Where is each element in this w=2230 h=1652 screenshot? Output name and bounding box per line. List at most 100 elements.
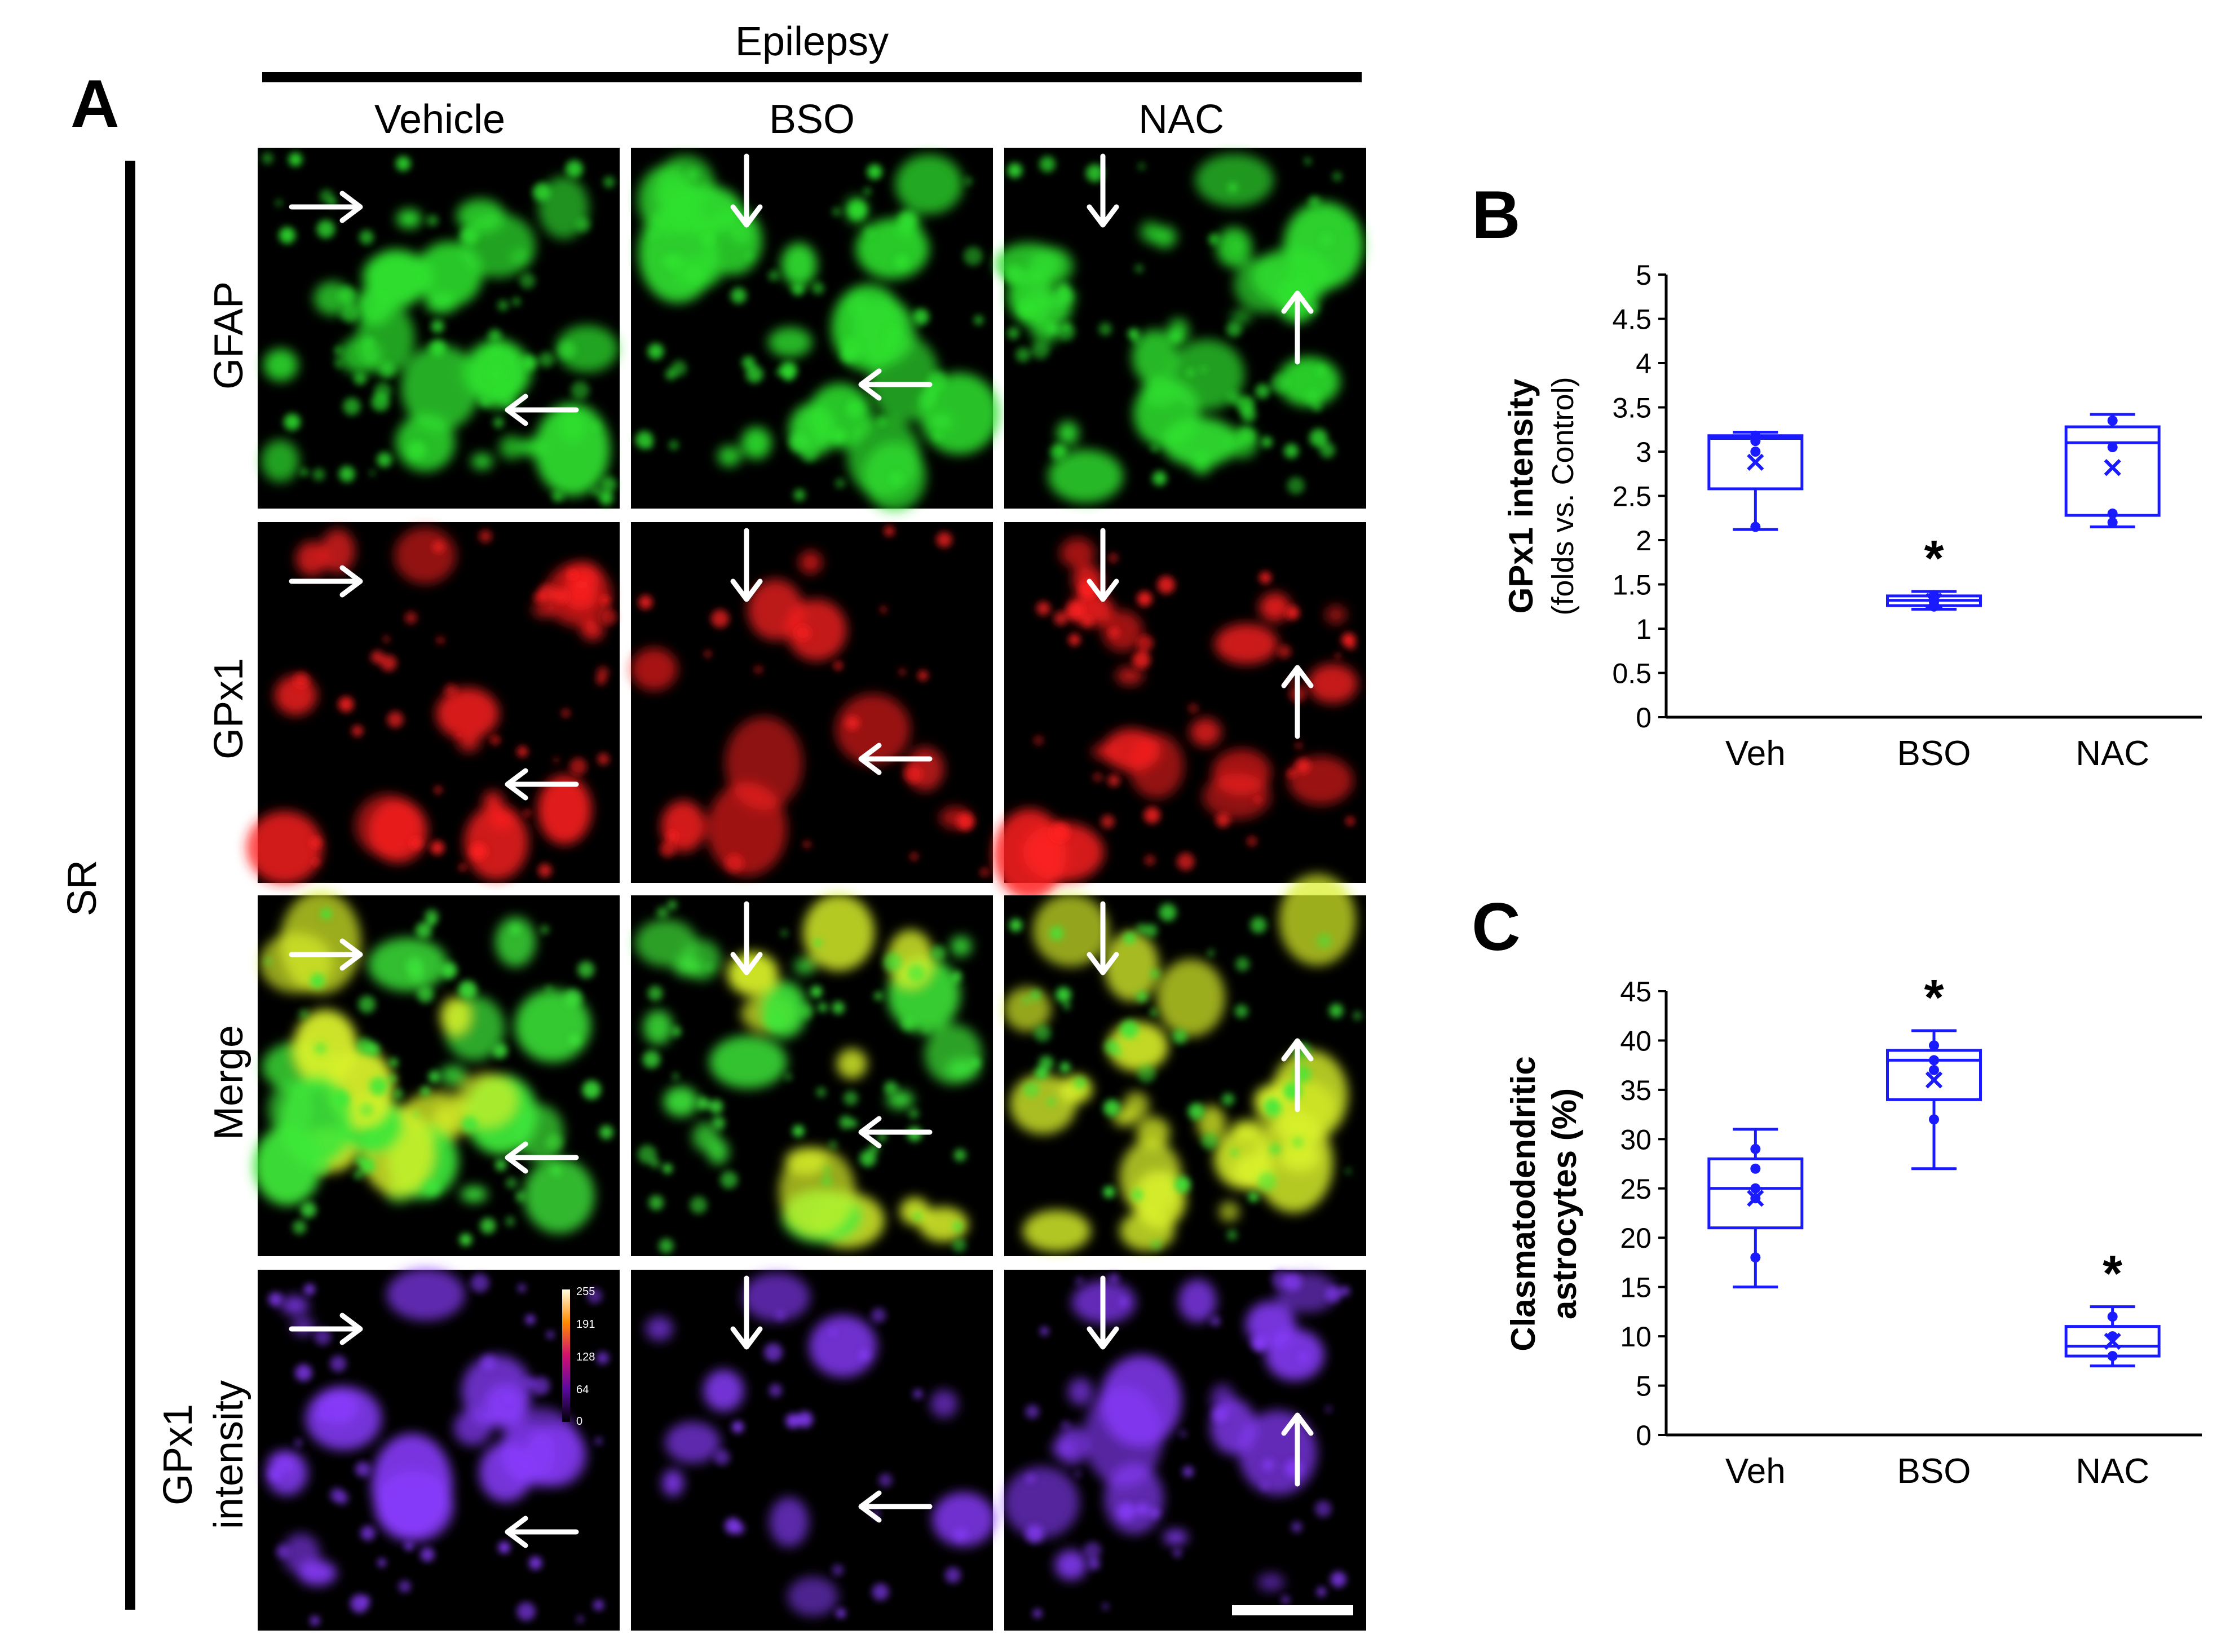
data-point (2107, 1351, 2118, 1362)
chart-b-ytick-label: 4.5 (1612, 304, 1651, 335)
arrow-icon (1281, 665, 1314, 739)
data-point (1750, 1143, 1761, 1154)
arrow-icon (858, 1116, 933, 1149)
chart-b-ytick-label: 0 (1636, 702, 1651, 734)
arrow-icon (505, 768, 579, 801)
chart-b-ylabel-sub: (folds vs. Control) (1546, 377, 1580, 615)
chart-c-ytick-label: 5 (1636, 1371, 1651, 1402)
arrow-icon (1281, 1038, 1314, 1112)
arrow-icon (289, 1313, 363, 1345)
data-point (1750, 1163, 1761, 1174)
data-point (1750, 430, 1761, 441)
row-label-gfap: GFAP (206, 281, 251, 390)
arrow-icon (289, 938, 363, 971)
micrograph-gfap-nac (995, 148, 1366, 509)
data-point (1929, 1040, 1939, 1051)
chart-b-xtick-label-bso: BSO (1897, 734, 1971, 773)
micrograph-merge-vehicle (253, 891, 620, 1256)
panel-label-b: B (1472, 177, 1521, 253)
chart-b: 0 0.5 1 1.5 2 2.5 3 3.5 4 4.5 5 Veh * BSO NAC (1612, 259, 2202, 773)
arrow-icon (730, 528, 763, 602)
data-point (2107, 508, 2118, 519)
micrograph-gpx1-bso (630, 522, 993, 883)
row-label-gpx1-intensity-line1: GPx1 (156, 1404, 201, 1505)
micrograph-grid (246, 148, 1366, 1631)
chart-c-ylabel-sub: astrocytes (%) (1545, 1088, 1583, 1319)
micrograph-intensity-nac (1003, 1269, 1366, 1631)
data-point (2107, 416, 2118, 426)
micrograph-gpx1-nac (993, 522, 1366, 900)
colorbar-tick-0: 0 (576, 1415, 582, 1428)
chart-c-ytick-label: 20 (1620, 1222, 1651, 1254)
micrograph-gfap-bso (631, 148, 1000, 511)
chart-c-ytick-label: 45 (1620, 976, 1651, 1008)
scale-bar (1232, 1605, 1353, 1615)
arrow-icon (505, 394, 579, 426)
chart-c-xtick-label-veh: Veh (1725, 1452, 1786, 1491)
colorbar-tick-64: 64 (576, 1384, 589, 1396)
chart-c-ylabel: Clasmatodendritic (1504, 1056, 1542, 1351)
mean-marker (2104, 459, 2121, 476)
chart-c-ytick-label: 25 (1620, 1173, 1651, 1205)
colorbar-tick-255: 255 (576, 1286, 595, 1298)
column-label-bso: BSO (769, 97, 855, 142)
micrograph-intensity-bso (631, 1270, 995, 1631)
data-point (1750, 1183, 1761, 1194)
data-point (1750, 522, 1761, 532)
panel-label-a: A (70, 66, 120, 142)
arrow-icon (289, 565, 363, 598)
arrow-icon (505, 1141, 579, 1174)
chart-b-ytick-label: 1 (1636, 613, 1651, 645)
significance-star: * (1924, 531, 1944, 587)
micrograph-gfap-vehicle (258, 148, 620, 509)
chart-c-box-nac (2064, 1305, 2161, 1368)
chart-c: 0 5 10 15 20 25 30 35 40 45 Veh * BSO * NAC (1620, 970, 2202, 1491)
chart-b-ylabel: GPx1 intensity (1502, 378, 1540, 613)
colorbar-tick-191: 191 (576, 1318, 595, 1331)
arrow-icon (1281, 290, 1314, 365)
intensity-colorbar: 255 191 128 64 0 (562, 1286, 595, 1428)
chart-b-xtick-label-nac: NAC (2076, 734, 2149, 773)
colorbar-gradient (562, 1289, 570, 1422)
data-point (1929, 1064, 1939, 1075)
mean-marker (1747, 453, 1764, 471)
box-iqr (2064, 425, 2161, 517)
row-label-merge: Merge (206, 1025, 251, 1140)
chart-b-xtick-label-veh: Veh (1725, 734, 1786, 773)
group-title-bar (262, 72, 1362, 82)
micrograph-merge-bso (631, 894, 993, 1256)
arrow-icon (730, 901, 763, 975)
data-point (1750, 1252, 1761, 1263)
chart-b-ytick-label: 2.5 (1612, 481, 1651, 513)
arrow-icon (289, 191, 363, 223)
arrow-icon (1087, 528, 1119, 602)
arrow-icon (505, 1516, 579, 1548)
chart-c-ytick-label: 0 (1636, 1420, 1651, 1451)
arrow-icon (858, 1490, 933, 1523)
mean-marker (1747, 1190, 1764, 1207)
significance-star: * (2103, 1246, 2122, 1302)
column-label-nac: NAC (1138, 97, 1224, 142)
data-point (2107, 517, 2118, 528)
arrow-icon (858, 743, 933, 775)
arrow-icon (858, 368, 933, 401)
row-label-gpx1-intensity-line2: intensity (206, 1380, 251, 1529)
region-bar (125, 161, 135, 1610)
mean-marker (1925, 593, 1943, 610)
arrow-icon (1281, 1412, 1314, 1487)
chart-b-ytick-label: 0.5 (1612, 658, 1651, 690)
column-labels: Vehicle BSO NAC (374, 97, 1224, 142)
region-label: SR (60, 860, 105, 916)
chart-b-ytick-label: 3 (1636, 436, 1651, 468)
data-point (2107, 442, 2118, 453)
chart-c-box-bso (1886, 1029, 1982, 1170)
micrograph-intensity-vehicle (258, 1268, 620, 1631)
row-label-gpx1: GPx1 (206, 658, 251, 759)
significance-star: * (1924, 970, 1944, 1026)
group-title: Epilepsy (735, 19, 889, 64)
chart-c-ytick-label: 15 (1620, 1272, 1651, 1304)
chart-c-box-veh (1707, 1128, 1804, 1289)
colorbar-tick-128: 128 (576, 1351, 595, 1363)
chart-c-ytick-label: 40 (1620, 1025, 1651, 1057)
